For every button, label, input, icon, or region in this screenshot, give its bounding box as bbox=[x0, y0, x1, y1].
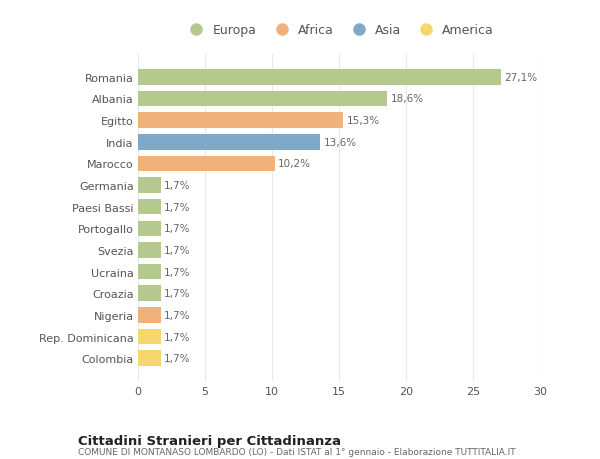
Bar bbox=[138, 308, 161, 323]
Text: COMUNE DI MONTANASO LOMBARDO (LO) - Dati ISTAT al 1° gennaio - Elaborazione TUTT: COMUNE DI MONTANASO LOMBARDO (LO) - Dati… bbox=[78, 448, 515, 457]
Text: 1,7%: 1,7% bbox=[164, 224, 191, 234]
Bar bbox=[138, 156, 275, 172]
Text: 15,3%: 15,3% bbox=[346, 116, 379, 126]
Text: 18,6%: 18,6% bbox=[391, 94, 424, 104]
Bar bbox=[138, 113, 343, 129]
Text: 1,7%: 1,7% bbox=[164, 310, 191, 320]
Text: 1,7%: 1,7% bbox=[164, 181, 191, 190]
Bar bbox=[138, 70, 501, 85]
Bar bbox=[138, 351, 161, 366]
Text: 1,7%: 1,7% bbox=[164, 267, 191, 277]
Text: 1,7%: 1,7% bbox=[164, 246, 191, 255]
Bar bbox=[138, 134, 320, 150]
Text: 10,2%: 10,2% bbox=[278, 159, 311, 169]
Bar bbox=[138, 200, 161, 215]
Text: 1,7%: 1,7% bbox=[164, 353, 191, 364]
Text: 1,7%: 1,7% bbox=[164, 289, 191, 299]
Bar bbox=[138, 221, 161, 236]
Bar bbox=[138, 286, 161, 302]
Bar bbox=[138, 243, 161, 258]
Text: 1,7%: 1,7% bbox=[164, 202, 191, 212]
Text: 1,7%: 1,7% bbox=[164, 332, 191, 342]
Text: 13,6%: 13,6% bbox=[323, 137, 357, 147]
Legend: Europa, Africa, Asia, America: Europa, Africa, Asia, America bbox=[179, 19, 499, 42]
Bar bbox=[138, 91, 387, 107]
Bar bbox=[138, 264, 161, 280]
Text: Cittadini Stranieri per Cittadinanza: Cittadini Stranieri per Cittadinanza bbox=[78, 434, 341, 447]
Text: 27,1%: 27,1% bbox=[505, 73, 538, 83]
Bar bbox=[138, 178, 161, 193]
Bar bbox=[138, 329, 161, 345]
